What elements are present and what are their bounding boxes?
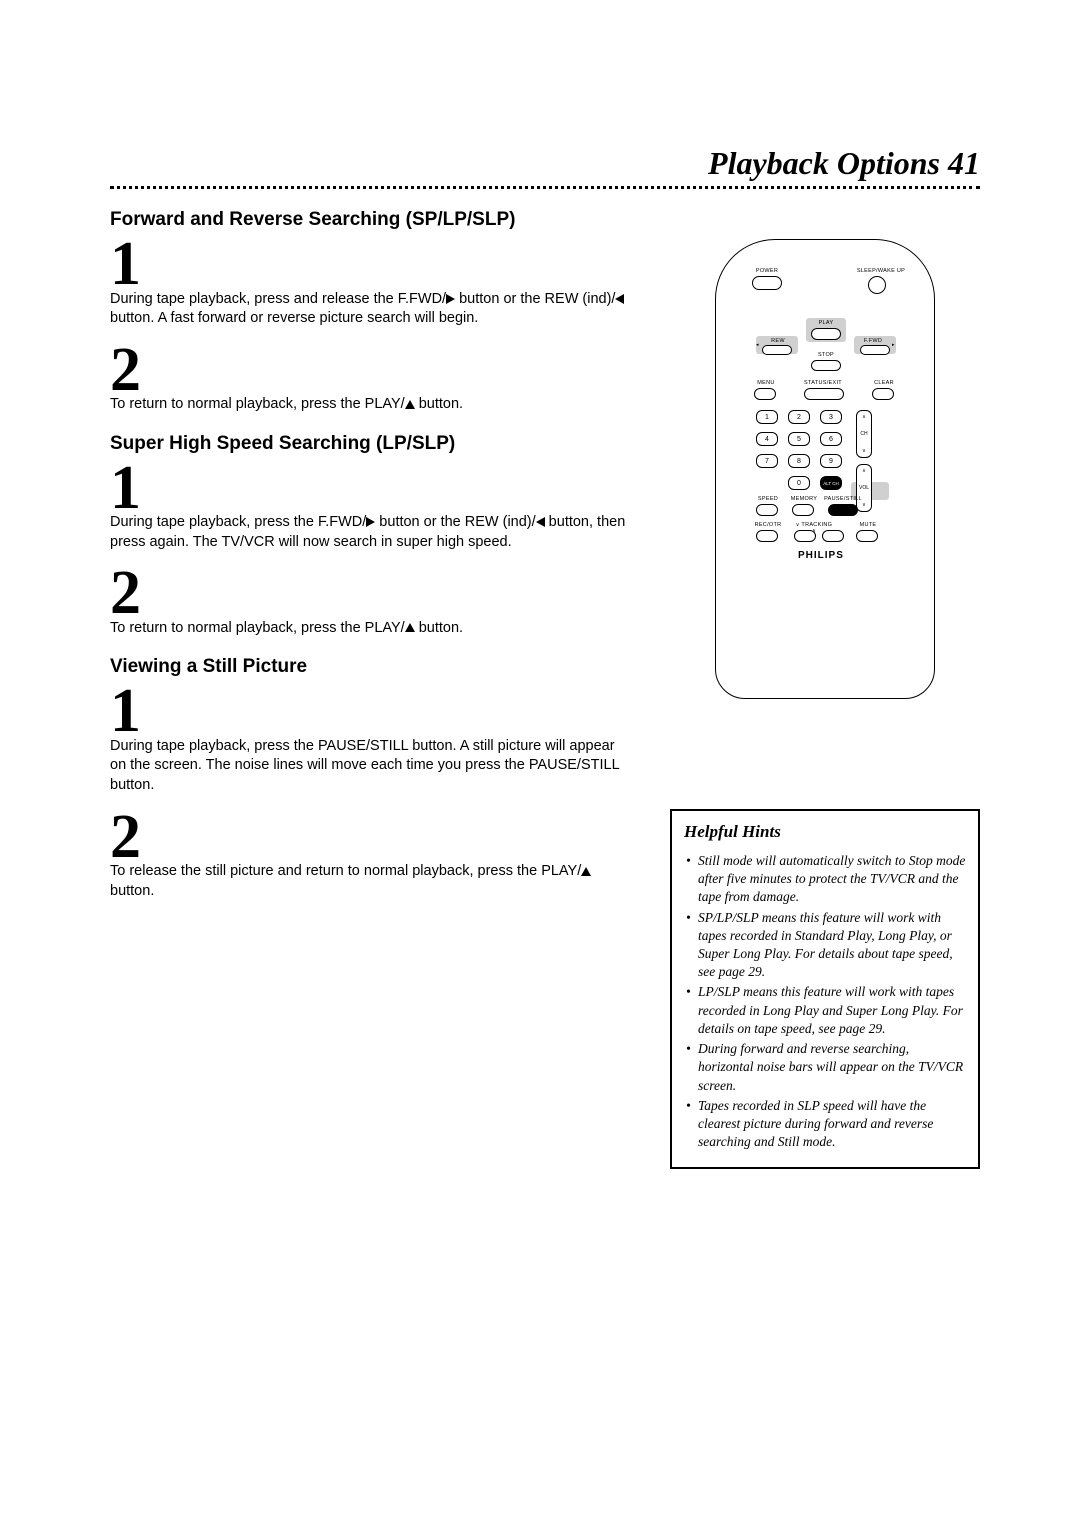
step-text: button.	[415, 396, 463, 412]
step-number: 1	[110, 688, 142, 735]
step: 1 During tape playback, press and releas…	[110, 241, 630, 329]
label-ffwd: F.FWD	[862, 338, 884, 344]
helpful-hints-box: Helpful Hints Still mode will automatica…	[670, 809, 980, 1169]
play-left-icon	[615, 294, 624, 304]
label-power: POWER	[752, 268, 782, 274]
step-text: During tape playback, press the F.FWD/	[110, 514, 366, 530]
hint-item: Tapes recorded in SLP speed will have th…	[684, 1097, 966, 1152]
step-text: To release the still picture and return …	[110, 863, 581, 879]
clear-button	[872, 388, 894, 400]
num-3: 3	[820, 410, 842, 424]
step: 2 To return to normal playback, press th…	[110, 347, 630, 415]
sleep-button	[868, 276, 886, 294]
num-4: 4	[756, 432, 778, 446]
num-7: 7	[756, 454, 778, 468]
step-text: button. A fast forward or reverse pictur…	[110, 310, 478, 326]
section-heading: Super High Speed Searching (LP/SLP)	[110, 433, 630, 455]
play-up-icon	[581, 867, 591, 876]
hint-item: LP/SLP means this feature will work with…	[684, 983, 966, 1038]
status-button	[804, 388, 844, 400]
instructions-column: Forward and Reverse Searching (SP/LP/SLP…	[110, 199, 630, 1169]
remote-diagram: POWER SLEEP/WAKE UP PLAY REW ◂ F.FWD ▸ S…	[715, 239, 935, 699]
vol-rocker: ∧VOL∨	[856, 464, 872, 512]
label-stop: STOP	[816, 352, 836, 358]
step-text: button.	[415, 620, 463, 636]
hints-title: Helpful Hints	[684, 821, 966, 844]
num-6: 6	[820, 432, 842, 446]
label-clear: CLEAR	[871, 380, 897, 386]
pause-button	[828, 504, 858, 516]
play-up-icon	[405, 400, 415, 409]
ffwd-button	[860, 345, 890, 355]
label-sleep: SLEEP/WAKE UP	[856, 268, 906, 274]
step-number: 2	[110, 814, 142, 861]
label-pause: PAUSE/STILL	[824, 496, 862, 502]
divider	[110, 186, 980, 189]
power-button	[752, 276, 782, 290]
section-heading: Viewing a Still Picture	[110, 656, 630, 678]
ffwd-arrow-icon: ▸	[892, 342, 895, 348]
num-5: 5	[788, 432, 810, 446]
step-text: button or the REW (ind)/	[455, 291, 615, 307]
label-play: PLAY	[816, 320, 836, 326]
ch-rocker: ∧CH∨	[856, 410, 872, 458]
brand-label: PHILIPS	[798, 550, 844, 561]
step-number: 2	[110, 570, 142, 617]
speed-button	[756, 504, 778, 516]
label-mute: MUTE	[856, 522, 880, 528]
hint-item: SP/LP/SLP means this feature will work w…	[684, 909, 966, 982]
menu-button	[754, 388, 776, 400]
step-number: 2	[110, 347, 142, 394]
rew-arrow-icon: ◂	[756, 342, 759, 348]
label-rew: REW	[768, 338, 788, 344]
play-left-icon	[536, 517, 545, 527]
play-up-icon	[405, 623, 415, 632]
stop-button	[811, 360, 841, 371]
step-text: button.	[110, 883, 154, 899]
step-text: During tape playback, press and release …	[110, 291, 446, 307]
mute-button	[856, 530, 878, 542]
num-8: 8	[788, 454, 810, 468]
label-memory: MEMORY	[790, 496, 818, 502]
page-title: Playback Options 41	[110, 145, 980, 182]
label-menu: MENU	[754, 380, 778, 386]
hint-item: Still mode will automatically switch to …	[684, 852, 966, 907]
rec-button	[756, 530, 778, 542]
step-text: During tape playback, press the PAUSE/ST…	[110, 737, 630, 796]
play-button	[811, 328, 841, 340]
step: 1 During tape playback, press the F.FWD/…	[110, 465, 630, 553]
step-text: To return to normal playback, press the …	[110, 620, 405, 636]
step: 1 During tape playback, press the PAUSE/…	[110, 688, 630, 795]
step-text: To return to normal playback, press the …	[110, 396, 405, 412]
memory-button	[792, 504, 814, 516]
track-up-button	[822, 530, 844, 542]
play-right-icon	[446, 294, 455, 304]
altch-button: ALT CH	[820, 476, 842, 490]
play-right-icon	[366, 517, 375, 527]
num-0: 0	[788, 476, 810, 490]
track-down-button	[794, 530, 816, 542]
num-9: 9	[820, 454, 842, 468]
label-rec: REC/OTR	[754, 522, 782, 528]
step: 2 To release the still picture and retur…	[110, 814, 630, 902]
section-heading: Forward and Reverse Searching (SP/LP/SLP…	[110, 209, 630, 231]
step-number: 1	[110, 241, 142, 288]
step: 2 To return to normal playback, press th…	[110, 570, 630, 638]
label-status: STATUS/EXIT	[798, 380, 848, 386]
num-2: 2	[788, 410, 810, 424]
num-1: 1	[756, 410, 778, 424]
step-number: 1	[110, 465, 142, 512]
step-text: button or the REW (ind)/	[375, 514, 535, 530]
hint-item: During forward and reverse searching, ho…	[684, 1040, 966, 1095]
rew-button	[762, 345, 792, 355]
label-speed: SPEED	[756, 496, 780, 502]
